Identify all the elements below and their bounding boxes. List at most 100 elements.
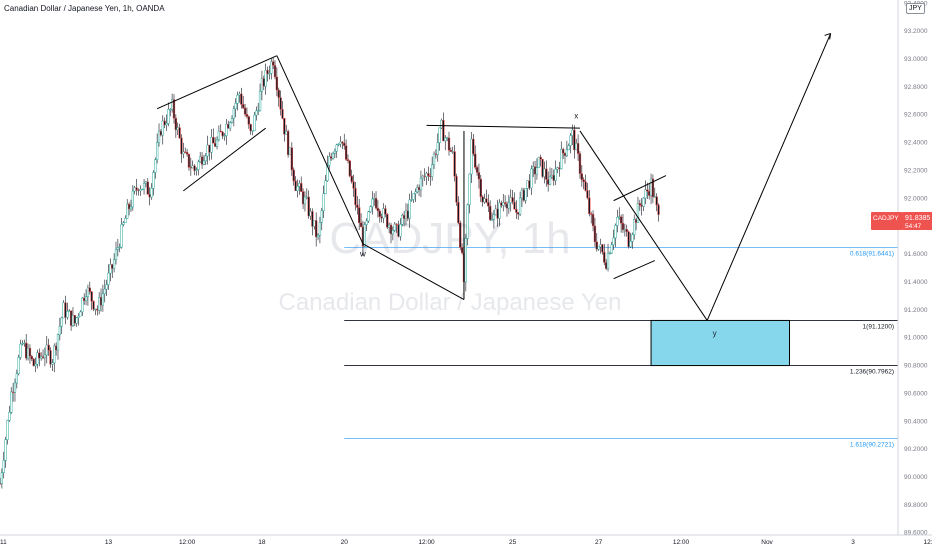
candle-body <box>532 166 535 170</box>
candle-body <box>296 186 299 191</box>
candle-body <box>90 291 93 302</box>
candle-body <box>301 191 305 205</box>
fib-level-label: 1.618(90.2721) <box>850 442 894 449</box>
candle-body <box>479 178 482 198</box>
candle-body <box>154 159 157 173</box>
candle-body <box>73 315 76 324</box>
candle-body <box>526 180 529 189</box>
candle-body <box>498 202 501 219</box>
candle-body <box>19 343 22 358</box>
candle-body <box>442 119 445 142</box>
candle-body <box>384 208 387 215</box>
candle-body <box>380 216 383 219</box>
price-axis-bg <box>898 0 932 550</box>
candle-body <box>131 190 134 208</box>
candle-body <box>148 194 151 198</box>
candle-body <box>329 156 333 159</box>
candle-body <box>374 198 378 209</box>
candle-body <box>167 109 170 124</box>
candle-body <box>257 110 260 112</box>
candle-body <box>34 363 37 367</box>
candle-body <box>127 203 131 210</box>
candle-body <box>575 143 578 151</box>
candle-body <box>391 230 395 235</box>
price-tick-label: 92.8000 <box>904 84 928 91</box>
candle-body <box>303 196 307 205</box>
candle-body <box>427 173 430 177</box>
price-tick-label: 93.2000 <box>904 28 928 35</box>
candle-body <box>455 175 458 203</box>
candle-body <box>92 300 95 310</box>
candle-body <box>245 114 249 117</box>
candle-body <box>184 151 187 153</box>
candle-body <box>60 317 63 327</box>
candle-body <box>412 193 415 200</box>
candle-body <box>629 241 632 247</box>
wave-label: x <box>574 111 578 120</box>
candle-body <box>328 156 331 166</box>
candle-body <box>191 165 194 169</box>
candle-body <box>595 241 598 250</box>
price-tick-label: 90.0000 <box>904 474 928 481</box>
candle-body <box>178 127 181 139</box>
time-axis[interactable]: 111312:00182012:00252712:00Nov312:008101… <box>0 534 932 546</box>
candle-body <box>655 196 658 206</box>
candle-body <box>586 190 589 199</box>
candle-body <box>410 199 413 201</box>
candle-body <box>288 147 292 156</box>
candle-body <box>543 168 546 177</box>
currency-badge[interactable]: JPY <box>906 3 925 14</box>
candle-body <box>597 246 600 250</box>
trendline-drawings[interactable] <box>156 32 832 321</box>
price-tag-box <box>871 212 903 230</box>
candle-body <box>103 288 106 294</box>
candle-body <box>474 153 477 168</box>
time-tick-label: 12:00 <box>418 539 435 546</box>
time-tick-label: 20 <box>341 539 349 546</box>
candle-body <box>640 204 643 207</box>
candle-body <box>247 116 250 125</box>
candle-body <box>227 123 230 129</box>
wave-label: w <box>359 249 366 258</box>
price-value-box <box>903 212 932 230</box>
candle-body <box>633 219 636 235</box>
candle-body <box>322 193 325 211</box>
candle-body <box>49 350 52 365</box>
candle-body <box>588 197 591 214</box>
candle-body <box>271 61 275 66</box>
candle-body <box>653 196 656 198</box>
candle-body <box>382 208 385 219</box>
candle-body <box>573 129 576 151</box>
candle-body <box>221 131 224 137</box>
candle-body <box>139 188 142 192</box>
candle-body <box>593 225 597 243</box>
candle-body <box>212 137 215 144</box>
candle-body <box>371 198 374 208</box>
candle-body <box>354 188 357 206</box>
candle-body <box>569 135 572 146</box>
candle-body <box>343 142 346 146</box>
trendline <box>362 243 465 300</box>
candle-body <box>170 99 174 110</box>
candle-body <box>657 204 660 215</box>
candle-body <box>333 150 337 154</box>
trendline <box>426 124 580 129</box>
candle-body <box>13 382 17 393</box>
candle-body <box>202 160 206 165</box>
candle-body <box>402 214 406 219</box>
candle-body <box>576 143 580 154</box>
candle-body <box>266 70 269 75</box>
fib-levels[interactable]: 0.618(91.6441) 1(91.1200) 1.236(90.7962) 1.… <box>344 247 898 449</box>
candle-body <box>646 189 649 192</box>
candle-body <box>262 78 265 87</box>
candle-body <box>253 114 256 131</box>
candle-body <box>219 130 222 133</box>
price-axis[interactable]: 93.400093.200093.000092.800092.600092.40… <box>897 0 932 550</box>
time-tick-label: 12:00 <box>924 539 932 546</box>
candle-body <box>429 175 432 177</box>
candle-body <box>358 207 361 224</box>
price-tick-label: 93.0000 <box>904 56 928 63</box>
target-zone-group[interactable] <box>650 319 790 367</box>
